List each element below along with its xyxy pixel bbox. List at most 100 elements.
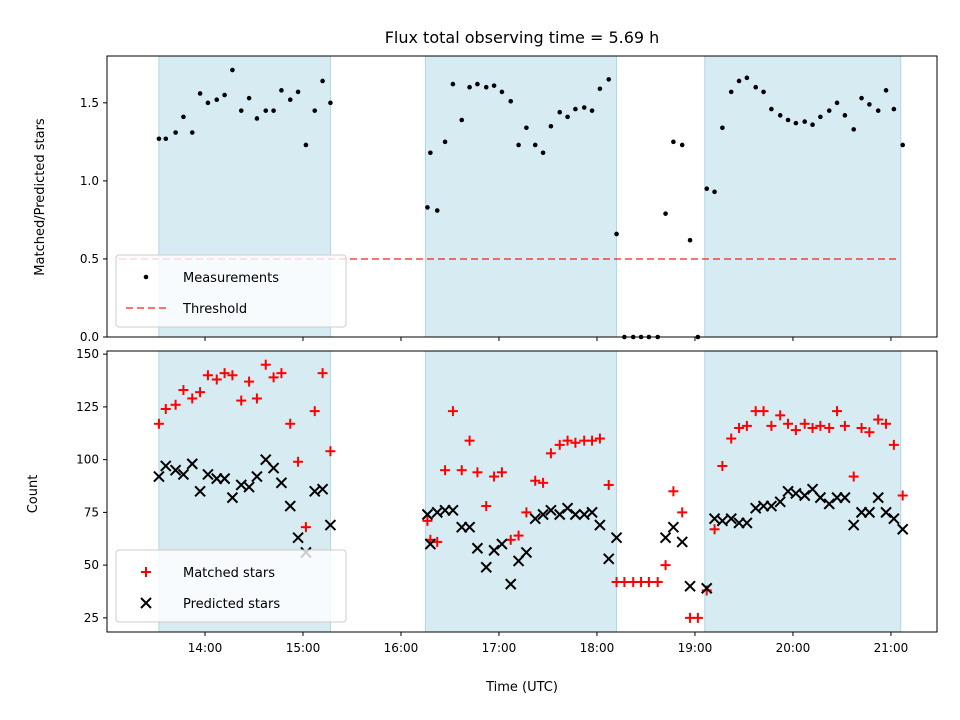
bottom-predicted-stars-point-21 — [324, 519, 337, 531]
top-measurements-point-40 — [565, 114, 570, 120]
bottom-predicted-stars-point-69 — [847, 519, 860, 531]
bottom-predicted-stars-point-46 — [610, 531, 623, 544]
bottom-predicted-stars-point-16 — [284, 500, 296, 512]
bottom-matched-stars-point-54 — [677, 507, 688, 518]
bottom-matched-stars-point-6 — [202, 370, 213, 381]
top-measurements-point-63 — [753, 84, 759, 90]
bottom-matched-stars-point-27 — [456, 465, 467, 476]
bottom-matched-stars-point-80 — [888, 439, 899, 450]
legend-matched-stars-marker — [141, 567, 151, 577]
top-measurements-point-71 — [818, 114, 823, 120]
top-measurements-point-80 — [891, 106, 897, 112]
top-measurements-point-22 — [425, 205, 430, 210]
top-measurements-point-69 — [802, 119, 808, 124]
top-measurements-point-64 — [761, 89, 766, 95]
bottom-predicted-stars-point-73 — [880, 506, 892, 519]
x-tick-label-1: 15:00 — [286, 641, 321, 655]
bottom-y-tick-label-3: 100 — [76, 453, 99, 467]
top-legend-box — [115, 254, 347, 328]
bottom-matched-stars-point-35 — [521, 507, 532, 518]
bottom-matched-stars-point-68 — [790, 425, 801, 436]
bottom-matched-stars-point-71 — [815, 420, 826, 431]
bottom-predicted-stars-point-60 — [774, 496, 786, 508]
bottom-matched-stars-point-69 — [799, 418, 810, 429]
top-measurements-point-24 — [434, 208, 440, 213]
top-measurements-point-23 — [428, 150, 433, 156]
bottom-matched-stars-point-70 — [807, 423, 818, 434]
top-measurements-point-60 — [728, 89, 734, 95]
x-tick-label-2: 16:00 — [384, 641, 419, 655]
bottom-predicted-stars-point-59 — [765, 500, 778, 512]
bottom-matched-stars-point-56 — [692, 612, 703, 623]
bottom-matched-stars-point-32 — [496, 467, 507, 478]
bottom-matched-stars-point-37 — [538, 477, 549, 488]
top-legend: Measurements Threshold — [115, 254, 347, 328]
bottom-matched-stars-point-60 — [726, 433, 737, 444]
bottom-predicted-stars-point-30 — [480, 561, 492, 573]
bottom-predicted-stars-point-49 — [676, 536, 688, 548]
bottom-matched-stars-point-44 — [594, 433, 605, 444]
top-measurements-point-16 — [287, 97, 293, 103]
bottom-predicted-stars-point-33 — [505, 578, 517, 590]
bottom-matched-stars-point-79 — [881, 418, 892, 429]
top-measurements-point-8 — [222, 92, 227, 98]
bottom-y-tick-label-0: 25 — [84, 611, 99, 625]
bottom-matched-stars-point-78 — [873, 414, 884, 425]
top-panel: 0.0 0.5 1.0 1.5 Measurements Threshold — [80, 55, 938, 344]
bottom-matched-stars-point-16 — [285, 418, 296, 429]
top-measurements-point-10 — [238, 108, 244, 113]
bottom-predicted-stars-point-9 — [226, 491, 239, 504]
top-measurements-point-18 — [303, 142, 309, 148]
bottom-predicted-stars-point-71 — [863, 506, 876, 519]
top-y-tick-label-1: 0.5 — [80, 252, 99, 266]
bottom-predicted-stars-point-14 — [267, 462, 280, 474]
bottom-matched-stars-point-12 — [251, 393, 262, 404]
bottom-predicted-stars-point-31 — [488, 544, 500, 557]
bottom-matched-stars-point-65 — [766, 420, 777, 431]
top-measurements-point-19 — [312, 108, 318, 113]
bottom-matched-stars-point-14 — [268, 372, 279, 383]
bottom-axes-frame — [106, 350, 938, 633]
bottom-predicted-stars-point-8 — [218, 472, 231, 485]
x-axis-label: Time (UTC) — [485, 680, 558, 695]
bottom-matched-stars-point-3 — [178, 385, 189, 396]
top-measurements-point-20 — [320, 78, 325, 84]
legend-measurements-marker — [143, 274, 149, 280]
top-measurements-point-12 — [254, 116, 260, 121]
top-measurements-point-32 — [499, 89, 505, 95]
bottom-matched-stars-point-81 — [897, 490, 908, 501]
top-measurements-point-81 — [900, 142, 906, 148]
bottom-matched-stars-point-24 — [432, 536, 443, 547]
top-observing-window-2 — [704, 55, 902, 338]
bottom-matched-stars-point-30 — [481, 501, 492, 512]
top-measurements-point-35 — [524, 125, 529, 131]
bottom-predicted-stars-point-29 — [471, 542, 484, 554]
top-measurements-point-4 — [189, 130, 195, 135]
top-measurements-point-66 — [777, 113, 783, 118]
bottom-predicted-stars-point-68 — [839, 491, 851, 504]
bottom-matched-stars-point-5 — [195, 387, 206, 398]
bottom-predicted-stars-point-38 — [545, 504, 557, 516]
bottom-matched-stars-point-59 — [717, 460, 728, 471]
top-legend-label-0: Measurements — [183, 271, 279, 286]
bottom-predicted-stars-point-56 — [741, 517, 753, 529]
bottom-matched-stars-point-31 — [489, 471, 500, 482]
bottom-matched-stars-point-7 — [211, 374, 222, 385]
top-legend-label-1: Threshold — [182, 302, 247, 317]
top-measurements-point-39 — [557, 109, 563, 115]
bottom-matched-stars-point-15 — [276, 368, 287, 379]
top-measurements-point-75 — [851, 127, 857, 132]
bottom-predicted-stars-point-26 — [447, 504, 459, 516]
bottom-predicted-stars-point-17 — [292, 531, 304, 544]
bottom-predicted-stars-point-66 — [823, 498, 835, 510]
bottom-predicted-stars-point-20 — [316, 483, 329, 495]
bottom-matched-stars-point-43 — [587, 435, 598, 446]
top-measurements-point-42 — [581, 105, 587, 110]
top-measurements-point-37 — [540, 150, 546, 156]
bottom-matched-stars-point-0 — [153, 418, 164, 429]
top-measurements-point-43 — [589, 108, 595, 113]
x-tick-label-0: 14:00 — [188, 641, 223, 655]
top-measurements-point-53 — [671, 139, 676, 145]
x-tick-label-4: 18:00 — [580, 641, 615, 655]
bottom-matched-stars-point-61 — [734, 423, 745, 434]
